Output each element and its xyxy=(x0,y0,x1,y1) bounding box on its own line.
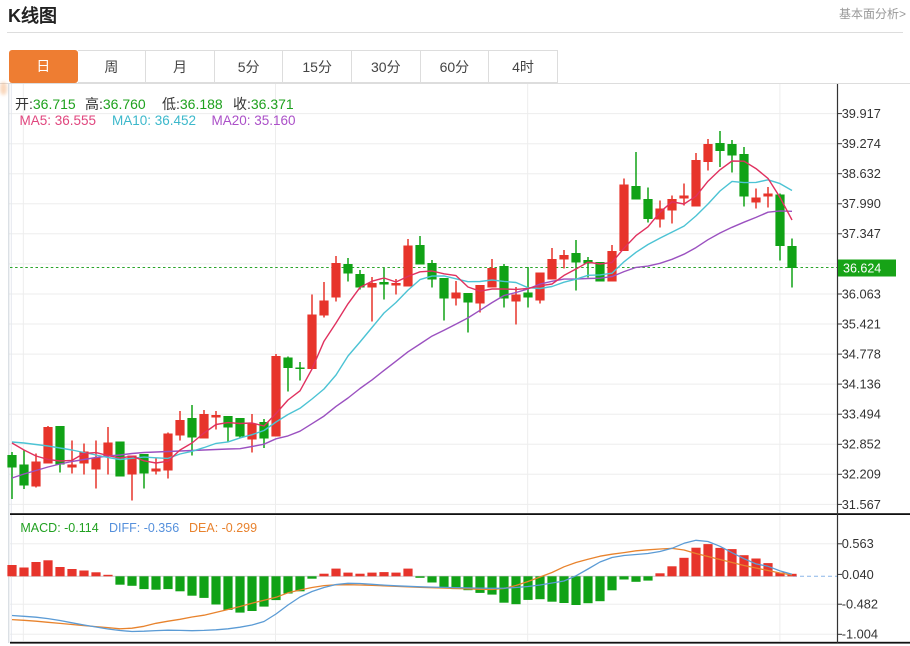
svg-text:-1.004: -1.004 xyxy=(842,627,878,642)
svg-text:33.494: 33.494 xyxy=(842,407,881,422)
svg-text:36.624: 36.624 xyxy=(843,262,881,276)
svg-text:37.347: 37.347 xyxy=(842,226,881,241)
svg-text:39.274: 39.274 xyxy=(842,136,881,151)
svg-text:31.567: 31.567 xyxy=(842,497,881,512)
svg-text:32.852: 32.852 xyxy=(842,437,881,452)
svg-text:0.040: 0.040 xyxy=(842,567,874,582)
svg-text:35.421: 35.421 xyxy=(842,316,881,331)
svg-text:34.136: 34.136 xyxy=(842,377,881,392)
svg-text:34.778: 34.778 xyxy=(842,347,881,362)
svg-text:39.917: 39.917 xyxy=(842,106,881,121)
svg-text:37.990: 37.990 xyxy=(842,196,881,211)
svg-text:38.632: 38.632 xyxy=(842,166,881,181)
svg-text:32.209: 32.209 xyxy=(842,467,881,482)
svg-text:36.063: 36.063 xyxy=(842,286,881,301)
svg-text:-0.482: -0.482 xyxy=(842,597,878,612)
svg-text:0.563: 0.563 xyxy=(842,536,874,551)
